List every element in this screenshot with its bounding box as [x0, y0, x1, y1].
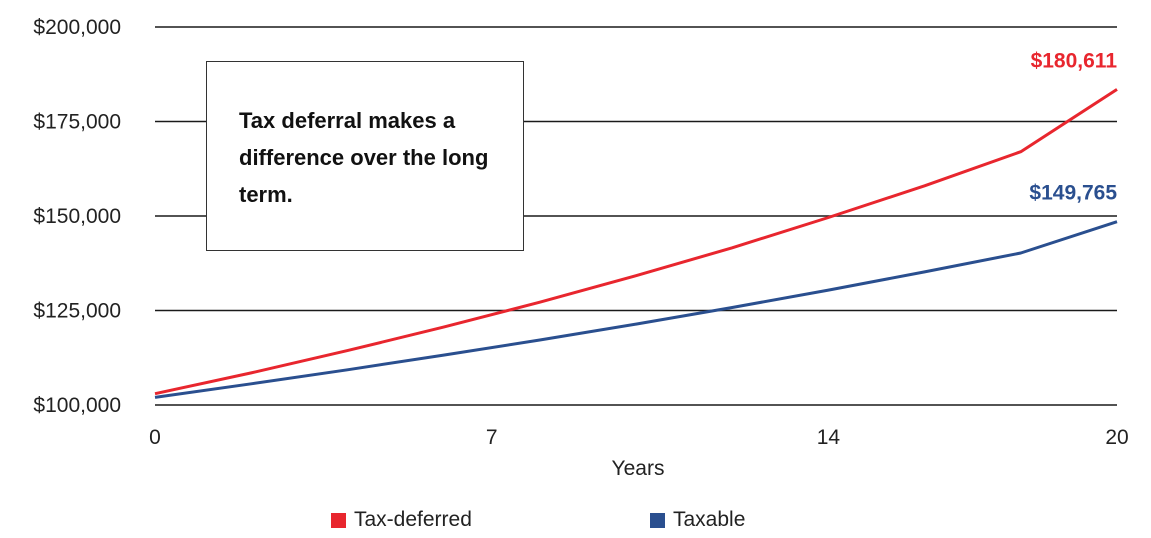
legend-label-taxable: Taxable: [673, 508, 746, 531]
series-line-tax-deferred: [154, 88, 1118, 396]
y-tick-label: $200,000: [33, 16, 121, 39]
legend-label-tax-deferred: Tax-deferred: [354, 508, 472, 531]
x-axis-title: Years: [612, 457, 665, 480]
x-tick-label: 7: [486, 426, 498, 449]
x-tick-label: 0: [149, 426, 161, 449]
legend: Tax-deferred Taxable: [0, 508, 1151, 538]
legend-item-taxable: Taxable: [650, 508, 745, 532]
legend-item-tax-deferred: Tax-deferred: [331, 508, 472, 532]
legend-swatch-tax-deferred: [331, 512, 346, 528]
x-axis-ticks: 0 7 14 20: [149, 426, 1129, 449]
y-tick-label: $125,000: [33, 300, 121, 323]
y-tick-label: $175,000: [33, 111, 121, 134]
end-value-label-tax-deferred: $180,611: [1031, 49, 1118, 72]
annotation-text: Tax deferral makes a difference over the…: [239, 108, 489, 207]
end-value-label-taxable: $149,765: [1029, 182, 1117, 205]
end-value-labels: $180,611 $149,765: [1029, 49, 1117, 204]
series-lines: [154, 88, 1118, 399]
y-axis-ticks: $100,000 $125,000 $150,000 $175,000 $200,000: [33, 16, 121, 417]
x-tick-label: 20: [1105, 426, 1128, 449]
y-tick-label: $100,000: [33, 394, 121, 417]
y-tick-label: $150,000: [33, 205, 121, 228]
series-line-taxable: [154, 220, 1118, 399]
annotation-box: Tax deferral makes a difference over the…: [206, 61, 524, 251]
x-tick-label: 14: [817, 426, 841, 449]
legend-swatch-taxable: [650, 512, 665, 528]
